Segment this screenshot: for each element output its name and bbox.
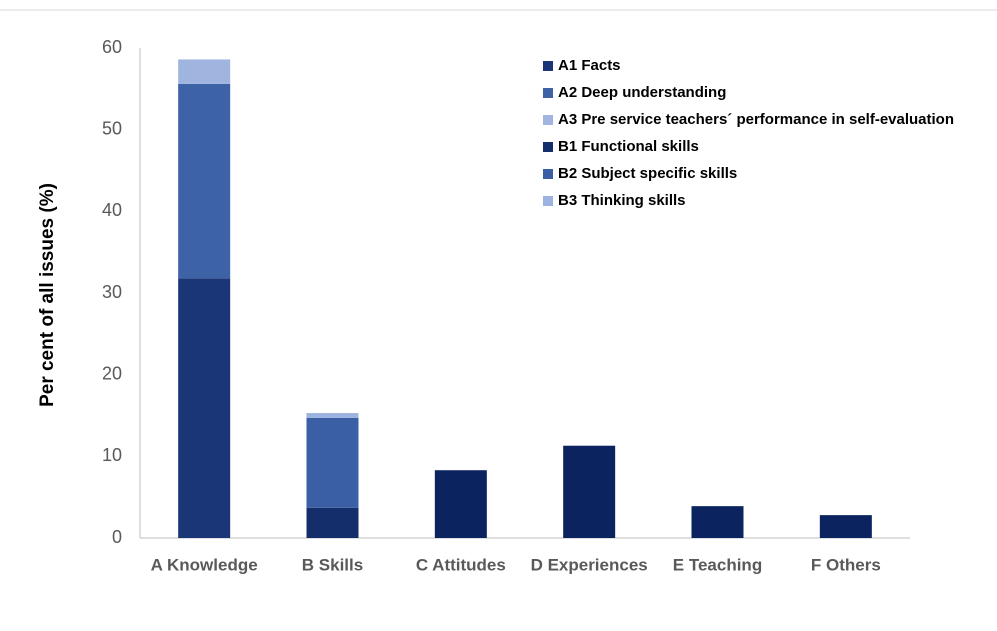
legend-swatch — [543, 115, 553, 125]
x-tick-label: B Skills — [302, 555, 363, 574]
y-tick-label: 50 — [102, 118, 122, 138]
legend-label: B1 Functional skills — [558, 138, 699, 155]
legend-label: A1 Facts — [558, 57, 621, 74]
y-tick-label: 40 — [102, 200, 122, 220]
legend-label: B3 Thinking skills — [558, 192, 686, 209]
bar-segment — [306, 507, 359, 538]
legend-swatch — [543, 142, 553, 152]
legend-swatch — [543, 61, 553, 71]
x-tick-label: A Knowledge — [151, 555, 258, 574]
legend-label: A2 Deep understanding — [558, 84, 726, 101]
bar-segment — [178, 59, 231, 84]
bar-segment — [563, 445, 616, 538]
legend-swatch — [543, 196, 553, 206]
legend-swatch — [543, 169, 553, 179]
x-tick-label: D Experiences — [531, 555, 648, 574]
bar-segment — [306, 413, 359, 418]
legend-label: A3 Pre service teachers´ performance in … — [558, 111, 954, 128]
bar-segment — [178, 278, 231, 538]
legend-label: B2 Subject specific skills — [558, 165, 737, 182]
x-tick-label: C Attitudes — [416, 555, 506, 574]
bar-segment — [306, 417, 359, 508]
bar-segment — [819, 515, 872, 538]
legend-swatch — [543, 88, 553, 98]
y-tick-label: 0 — [112, 527, 122, 547]
y-tick-label: 30 — [102, 282, 122, 302]
x-tick-label: F Others — [811, 555, 881, 574]
x-tick-label: E Teaching — [673, 555, 762, 574]
y-tick-label: 10 — [102, 445, 122, 465]
bar-segment — [691, 506, 744, 538]
bar-segment — [178, 83, 231, 279]
bar-segment — [434, 470, 487, 538]
y-tick-label: 60 — [102, 37, 122, 57]
y-axis-label: Per cent of all issues (%) — [37, 183, 58, 407]
y-tick-label: 20 — [102, 363, 122, 383]
